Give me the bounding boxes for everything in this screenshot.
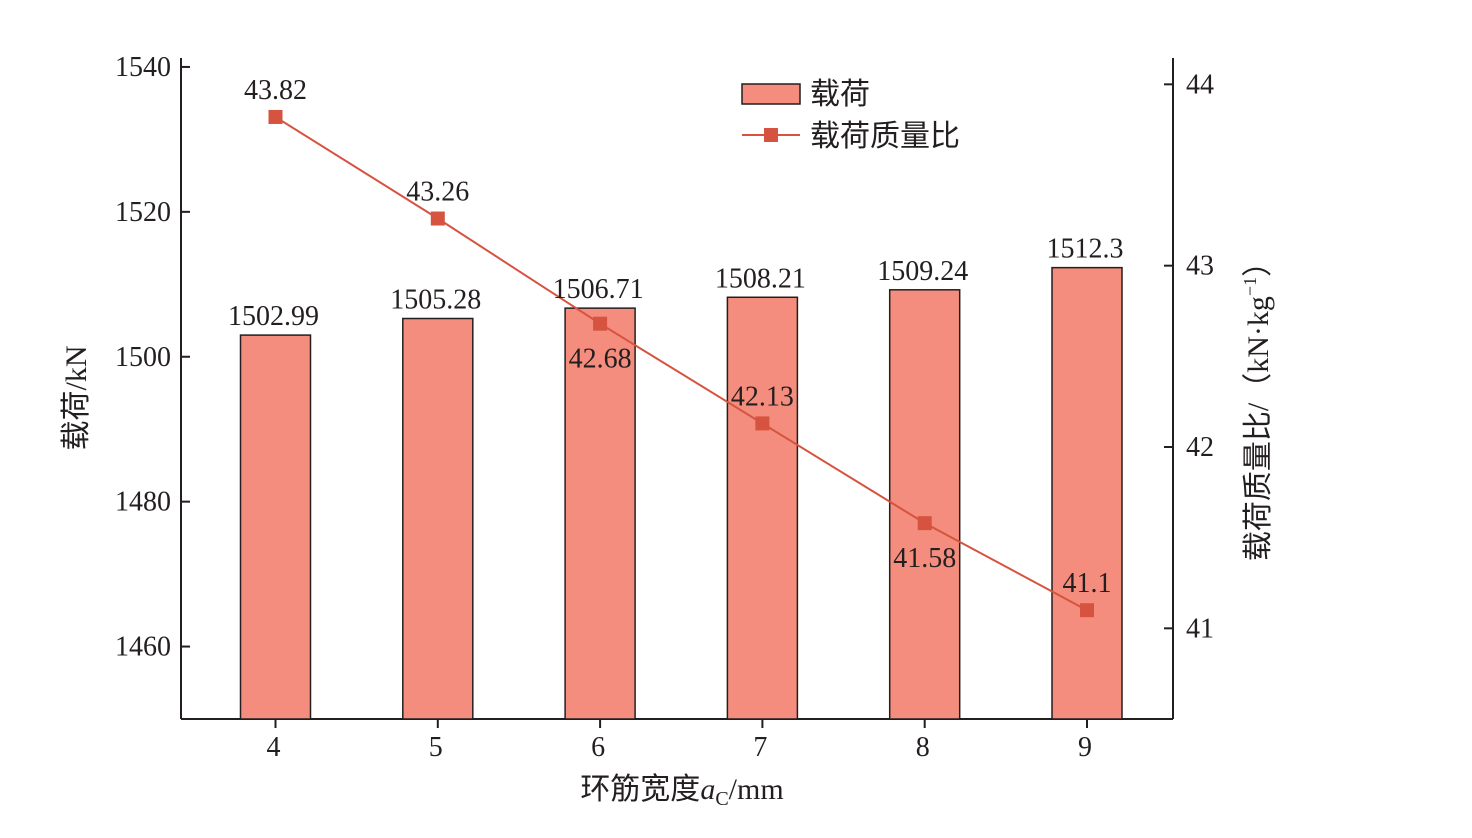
legend: 载荷 载荷质量比 [741,78,960,153]
legend-line-label: 载荷质量比 [810,120,960,153]
bar-data-labels: 1502.99 1505.28 1506.71 1508.21 1509.24 1512.… [228,234,1124,332]
bar-data-label: 1502.99 [228,301,319,332]
axes [180,58,1174,720]
legend-bar-swatch [741,83,801,105]
line-data-label: 42.13 [731,381,794,412]
bar-series [239,266,1123,720]
line-data-label: 42.68 [569,344,632,375]
line-marker [755,416,770,431]
legend-bar-label: 载荷 [810,78,870,111]
line-series [268,109,1094,618]
bar [402,317,474,720]
left-y-axis-title: 载荷/kN [60,346,93,451]
right-y-axis-title: 载荷质量比/（kN·kg−1） [1240,247,1275,561]
bar-data-label: 1508.21 [715,263,806,294]
right-y-tick-label: 44 [1186,69,1214,100]
right-y-ticks: 41 42 43 44 [1164,69,1214,644]
x-ticks: 4 5 6 7 8 9 [267,719,1092,763]
bar [1051,266,1123,720]
x-tick-label: 5 [429,732,443,763]
right-y-tick-label: 43 [1186,251,1214,282]
line-marker [268,109,283,124]
line-data-labels: 43.82 43.26 42.68 42.13 41.58 41.1 [244,75,1112,599]
line-data-label: 41.1 [1063,568,1112,599]
left-y-tick-label: 1500 [115,342,171,373]
x-tick-label: 6 [591,732,605,763]
bar [726,296,799,720]
series-line [274,116,1088,612]
left-y-ticks: 1460 1480 1500 1520 1540 [115,52,190,663]
bar [888,289,961,720]
line-marker [593,316,608,331]
x-tick-label: 8 [916,732,930,763]
left-y-tick-label: 1480 [115,487,171,518]
line-marker [917,516,932,531]
right-y-tick-label: 42 [1186,432,1214,463]
legend-line-marker [764,128,778,142]
bar [564,307,636,720]
x-tick-label: 4 [267,732,281,763]
left-y-tick-label: 1520 [115,197,171,228]
x-axis-title: 环筋宽度aC/mm [580,773,783,810]
bar-data-label: 1506.71 [553,274,644,305]
line-marker [430,211,445,226]
left-y-tick-label: 1540 [115,52,171,83]
line-data-label: 43.26 [406,177,469,208]
bar-data-label: 1512.3 [1047,234,1124,265]
line-data-label: 41.58 [893,543,956,574]
bar-data-label: 1505.28 [390,284,481,315]
bar [239,334,312,720]
line-marker [1080,603,1094,618]
left-y-tick-label: 1460 [115,632,171,663]
right-y-tick-label: 41 [1186,613,1214,644]
bar-data-label: 1509.24 [877,256,968,287]
line-data-label: 43.82 [244,75,307,106]
x-tick-label: 9 [1078,732,1092,763]
x-tick-label: 7 [753,732,767,763]
